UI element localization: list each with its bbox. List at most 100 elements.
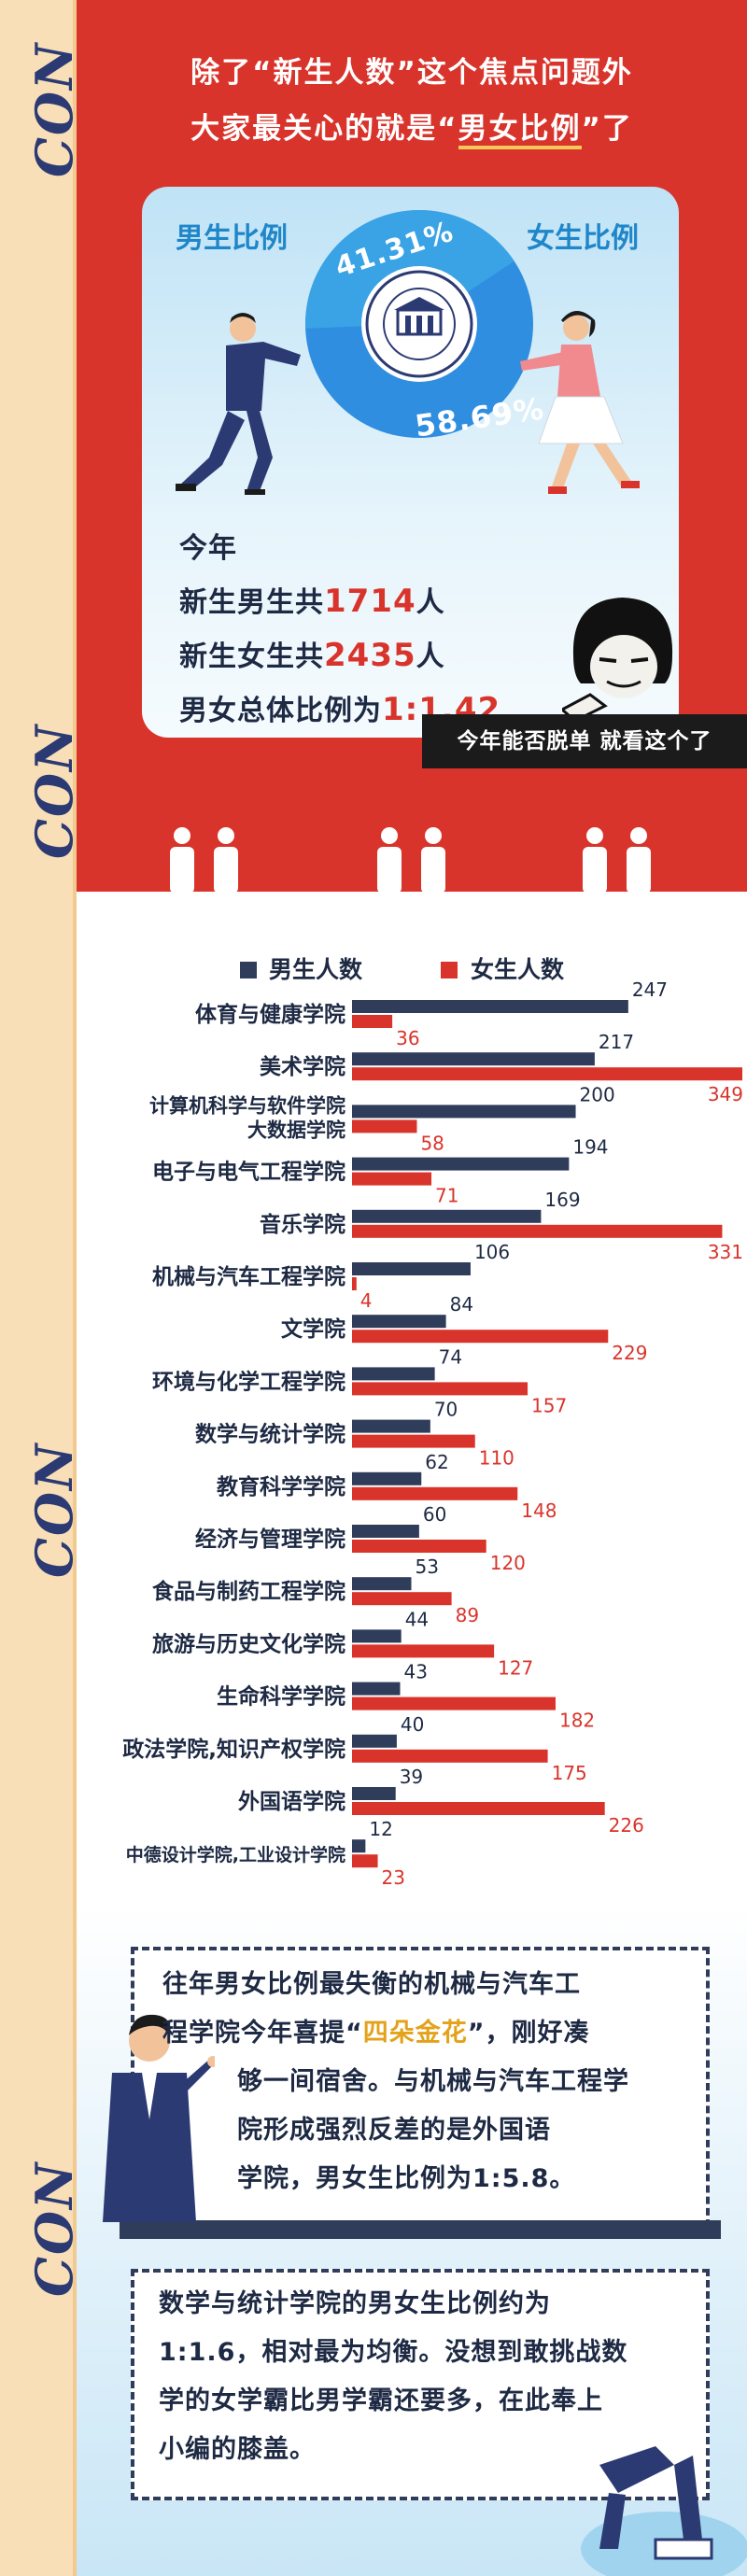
male-value-label: 70 (434, 1399, 458, 1421)
con-logo: CON (11, 710, 84, 859)
teacher-figure (103, 2014, 215, 2222)
category-label: 外国语学院 (238, 1789, 345, 1814)
note-text: ”，刚好凑 (467, 2019, 590, 2048)
female-bar (352, 1277, 357, 1290)
stats-line-female: 新生女生共2435人 (179, 629, 500, 683)
category-label: 中德设计学院,工业设计学院 (126, 1844, 345, 1865)
ratio-card: 男生比例 女生比例 41.31% 58.69% (142, 187, 679, 738)
headline-line-2: 大家最关心的就是“男女比例”了 (77, 101, 747, 157)
legend-male-swatch (240, 962, 257, 978)
note-line: 程学院今年喜提“四朵金花”，刚好凑 (162, 2009, 629, 2058)
male-bar (352, 1315, 446, 1329)
male-bar (352, 1734, 397, 1748)
female-bar (352, 1802, 605, 1815)
female-value-label: 110 (479, 1447, 514, 1470)
male-value-label: 12 (369, 1818, 392, 1840)
category-label: 数学与统计学院 (195, 1422, 345, 1447)
female-bar (352, 1749, 548, 1763)
male-student-figure (176, 313, 301, 495)
stats-line-male: 新生男生共1714人 (179, 575, 500, 629)
note-line: 院形成强烈反差的是外国语 (237, 2116, 551, 2145)
kneeling-legs-figure (581, 2446, 747, 2576)
category-label: 环境与化学工程学院 (152, 1369, 345, 1394)
people-icon (583, 827, 651, 894)
male-value-label: 43 (404, 1661, 428, 1683)
category-label: 经济与管理学院 (195, 1527, 345, 1552)
caption-banner: 今年能否脱单 就看这个了 (422, 714, 747, 768)
category-label: 教育科学学院 (217, 1474, 345, 1499)
male-count: 1714 (324, 583, 416, 620)
left-decor-strip: CON CON CON CON (0, 0, 84, 2576)
female-ratio-label: 女生比例 (527, 222, 639, 255)
people-icon (170, 827, 238, 894)
stats-unit: 人 (416, 586, 445, 619)
female-value-label: 331 (708, 1241, 743, 1263)
male-value-label: 247 (632, 978, 668, 1001)
new-student-stats: 今年 新生男生共1714人 新生女生共2435人 男女总体比例为1:1.42 (179, 523, 500, 738)
category-label: 文学院 (281, 1316, 345, 1342)
female-bar (352, 1644, 495, 1658)
note-line: 学院，男女生比例为1:5.8。 (237, 2164, 576, 2193)
female-value-label: 89 (456, 1604, 479, 1626)
seal-pillar (405, 316, 411, 334)
stats-unit: 人 (416, 640, 445, 673)
con-logo: CON (11, 1429, 84, 1578)
university-seal-icon (365, 270, 473, 378)
female-bar (352, 1540, 486, 1553)
female-value-label: 36 (396, 1027, 419, 1049)
male-bar (352, 1525, 419, 1538)
category-label: 体育与健康学院 (195, 1002, 345, 1027)
female-value-label: 71 (435, 1185, 458, 1207)
seal-inner-ring (383, 288, 456, 360)
stats-label: 男女总体比例为 (179, 695, 382, 727)
category-label: 大数据学院 (247, 1119, 345, 1141)
seal-roof (394, 297, 444, 310)
male-value-label: 74 (439, 1345, 462, 1368)
note-box-math-text: 数学与统计学院的男女生比例约为 1:1.6，相对最为均衡。没想到敢挑战数 学的女… (159, 2280, 627, 2474)
seal-pillar (428, 316, 433, 334)
female-count: 2435 (324, 637, 416, 674)
female-bar (352, 1592, 452, 1606)
seal-pillar (416, 316, 422, 334)
category-label: 电子与电气工程学院 (152, 1160, 345, 1185)
con-logo-text: CON (24, 2161, 84, 2297)
four-golden-flowers-highlight: 四朵金花 (362, 2019, 468, 2048)
male-value-label: 200 (580, 1083, 615, 1105)
con-logo-text: CON (24, 723, 84, 859)
male-bar (352, 1367, 435, 1381)
female-value-label: 182 (559, 1710, 595, 1732)
male-bar (352, 1262, 471, 1275)
female-value-label: 23 (382, 1866, 405, 1889)
note-line: 学的女学霸比男学霸还要多，在此奉上 (159, 2386, 603, 2415)
male-bar (352, 1419, 430, 1433)
female-value-label: 229 (612, 1342, 647, 1364)
male-value-label: 60 (423, 1503, 446, 1526)
male-ratio-label: 男生比例 (176, 222, 288, 255)
male-value-label: 40 (401, 1713, 424, 1736)
headline-line-1: 除了“新生人数”这个焦点问题外 (190, 56, 633, 90)
male-bar (352, 1471, 422, 1485)
note-box-underline (120, 2220, 721, 2239)
stats-label: 新生男生共 (179, 586, 324, 619)
category-label: 生命科学学院 (217, 1684, 345, 1710)
people-icon (377, 827, 445, 894)
female-bar (352, 1434, 475, 1448)
female-bar (352, 1486, 518, 1500)
male-value-label: 194 (572, 1136, 608, 1159)
female-student-figure (520, 311, 640, 494)
female-bar (352, 1696, 556, 1710)
male-bar (352, 1839, 366, 1853)
female-bar (352, 1382, 529, 1396)
male-bar (352, 1000, 628, 1013)
con-logo-text: CON (24, 41, 84, 177)
female-bar (352, 1330, 609, 1344)
legend-female-label: 女生人数 (471, 956, 565, 983)
hero-section: 除了“新生人数”这个焦点问题外 大家最关心的就是“男女比例”了 男生比例 女生比… (77, 0, 747, 894)
female-value-label: 175 (552, 1762, 587, 1784)
female-bar (352, 1224, 723, 1238)
male-value-label: 169 (544, 1189, 580, 1211)
male-value-label: 39 (400, 1766, 423, 1788)
male-value-label: 84 (450, 1293, 473, 1316)
male-value-label: 217 (599, 1031, 634, 1053)
